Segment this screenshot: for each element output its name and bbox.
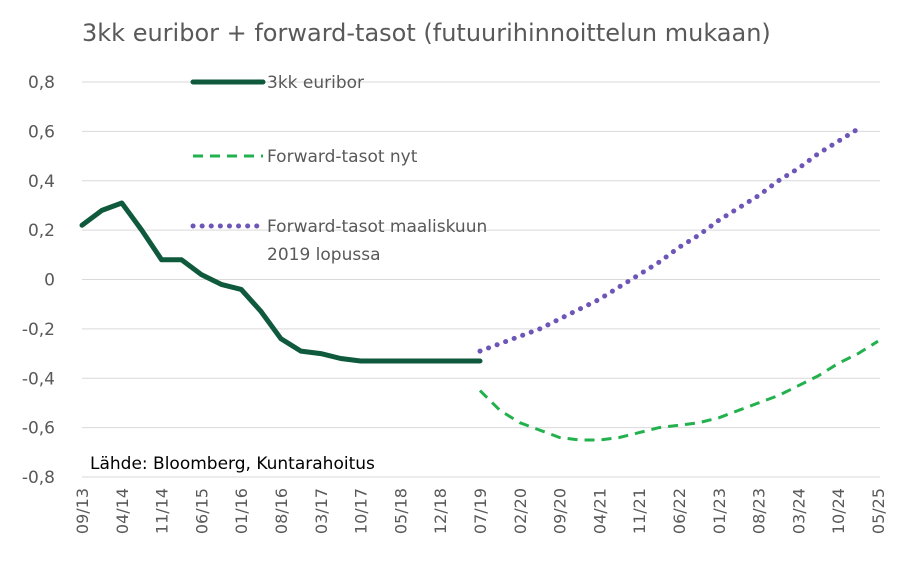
y-tick-label: -0,6 — [22, 419, 55, 439]
x-tick-label: 07/19 — [471, 488, 490, 534]
y-tick-label: 0,4 — [28, 172, 55, 192]
x-tick-label: 02/20 — [511, 488, 530, 534]
x-tick-label: 06/22 — [670, 488, 689, 534]
legend-label-2: Forward-tasot nyt — [267, 147, 418, 167]
series-line-3 — [477, 126, 861, 354]
y-tick-label: -0,4 — [22, 369, 55, 389]
x-tick-label: 09/20 — [551, 488, 570, 534]
series-lines — [79, 126, 879, 442]
legend-label-1: 3kk euribor — [267, 73, 364, 93]
x-tick-label: 11/14 — [153, 488, 172, 534]
source-note: Lähde: Bloomberg, Kuntarahoitus — [90, 454, 375, 474]
y-tick-label: 0,6 — [28, 122, 55, 142]
x-tick-label: 03/24 — [789, 488, 808, 534]
x-tick-label: 08/23 — [750, 488, 769, 534]
x-tick-label: 04/14 — [113, 488, 132, 534]
legend: 3kk euribor Forward-tasot nyt Forward-taso… — [190, 73, 487, 265]
series-line-2 — [478, 339, 879, 442]
x-tick-label: 01/16 — [232, 488, 251, 534]
y-axis-ticks: 0,8 0,6 0,4 0,2 0 -0,2 -0,4 -0,6 -0,8 — [22, 73, 55, 488]
x-tick-label: 06/15 — [192, 488, 211, 534]
x-tick-label: 05/18 — [391, 488, 410, 534]
y-tick-label: 0 — [44, 271, 55, 291]
x-tick-label: 11/21 — [630, 488, 649, 534]
x-tick-label: 03/17 — [312, 488, 331, 534]
chart-title: 3kk euribor + forward-tasot (futuurihinn… — [82, 19, 771, 47]
x-tick-label: 10/17 — [352, 488, 371, 534]
x-axis-ticks: 09/13 04/14 11/14 06/15 01/16 08/16 03/17 10/17… — [73, 488, 888, 534]
x-tick-label: 09/13 — [73, 488, 92, 534]
y-tick-label: -0,8 — [22, 468, 55, 488]
x-tick-label: 04/21 — [590, 488, 609, 534]
series-line-1 — [79, 200, 483, 364]
legend-label-3: Forward-tasot maaliskuun — [267, 217, 487, 237]
x-tick-label: 05/25 — [869, 488, 888, 534]
grid — [82, 81, 880, 478]
x-tick-label: 01/23 — [710, 488, 729, 534]
y-tick-label: 0,8 — [28, 73, 55, 93]
x-tick-label: 08/16 — [272, 488, 291, 534]
y-tick-label: -0,2 — [22, 320, 55, 340]
x-tick-label: 12/18 — [431, 488, 450, 534]
y-tick-label: 0,2 — [28, 221, 55, 241]
x-tick-label: 10/24 — [829, 488, 848, 534]
legend-label-3: 2019 lopussa — [267, 245, 381, 265]
